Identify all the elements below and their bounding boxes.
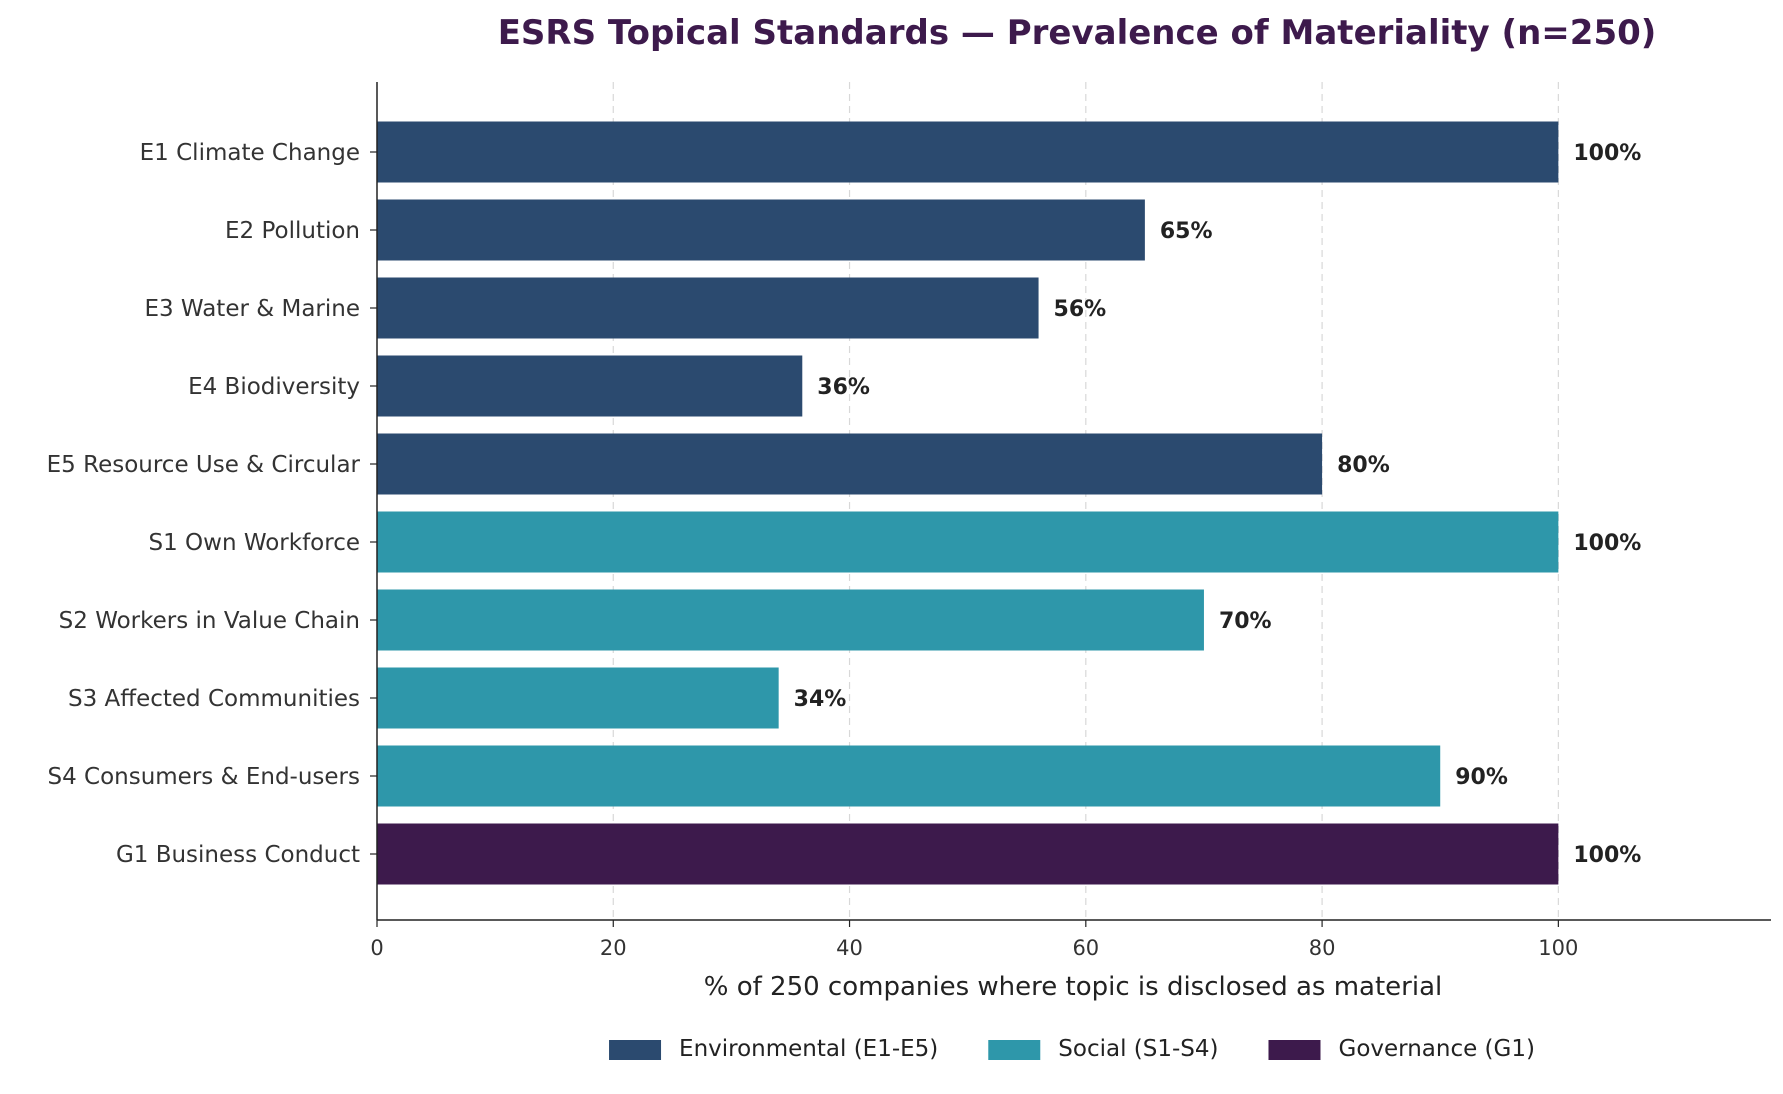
legend: Environmental (E1-E5) Social (S1-S4) Gover… [609, 1036, 1535, 1062]
value-label: 100% [1573, 531, 1641, 556]
bar [377, 277, 1039, 339]
value-label: 34% [794, 687, 847, 712]
x-tick-label: 20 [600, 936, 627, 960]
bar [377, 511, 1559, 573]
value-label: 100% [1573, 843, 1641, 868]
bar [377, 121, 1559, 183]
bar [377, 667, 779, 729]
x-axis-label: % of 250 companies where topic is disclo… [704, 972, 1442, 1002]
bar [377, 433, 1323, 495]
y-tick-label: G1 Business Conduct [116, 842, 360, 868]
legend-swatch [609, 1040, 662, 1060]
bar [377, 589, 1204, 651]
legend-label: Social (S1-S4) [1058, 1036, 1218, 1062]
x-tick-label: 40 [836, 936, 863, 960]
y-tick-label: E5 Resource Use & Circular [47, 452, 361, 478]
y-tick-labels: E1 Climate Change E2 Pollution E3 Water & … [47, 140, 361, 868]
y-tick-label: E4 Biodiversity [188, 374, 360, 400]
legend-swatch [988, 1040, 1041, 1060]
axes [370, 82, 1771, 927]
bar [377, 199, 1145, 261]
bar [377, 745, 1441, 807]
x-tick-label: 60 [1072, 936, 1099, 960]
bar [377, 823, 1559, 885]
value-label: 56% [1054, 297, 1107, 322]
x-tick-label: 100 [1538, 936, 1578, 960]
x-tick-label: 80 [1309, 936, 1336, 960]
value-labels: 100% 65% 56% 36% 80% 100% 70% 34% 90% 100% [794, 141, 1642, 868]
x-tick-label: 0 [370, 936, 383, 960]
value-label: 80% [1337, 453, 1390, 478]
y-tick-label: E1 Climate Change [140, 140, 360, 166]
y-tick-label: S2 Workers in Value Chain [59, 608, 360, 634]
y-tick-label: S1 Own Workforce [148, 530, 360, 556]
value-label: 65% [1160, 219, 1213, 244]
legend-item: Governance (G1) [1268, 1036, 1535, 1062]
legend-item: Environmental (E1-E5) [609, 1036, 938, 1062]
chart-title: ESRS Topical Standards — Prevalence of M… [498, 13, 1657, 53]
legend-label: Environmental (E1-E5) [679, 1036, 938, 1062]
y-tick-label: S4 Consumers & End-users [47, 764, 360, 790]
bar [377, 355, 803, 417]
value-label: 90% [1455, 765, 1508, 790]
value-label: 36% [817, 375, 870, 400]
x-tick-labels: 0 20 40 60 80 100 [370, 936, 1578, 960]
y-tick-label: E2 Pollution [225, 218, 360, 244]
legend-label: Governance (G1) [1338, 1036, 1534, 1062]
legend-swatch [1268, 1040, 1321, 1060]
value-label: 70% [1219, 609, 1272, 634]
value-label: 100% [1573, 141, 1641, 166]
y-tick-label: S3 Affected Communities [68, 686, 360, 712]
y-tick-label: E3 Water & Marine [144, 296, 360, 322]
bars [377, 121, 1559, 885]
legend-item: Social (S1-S4) [988, 1036, 1218, 1062]
